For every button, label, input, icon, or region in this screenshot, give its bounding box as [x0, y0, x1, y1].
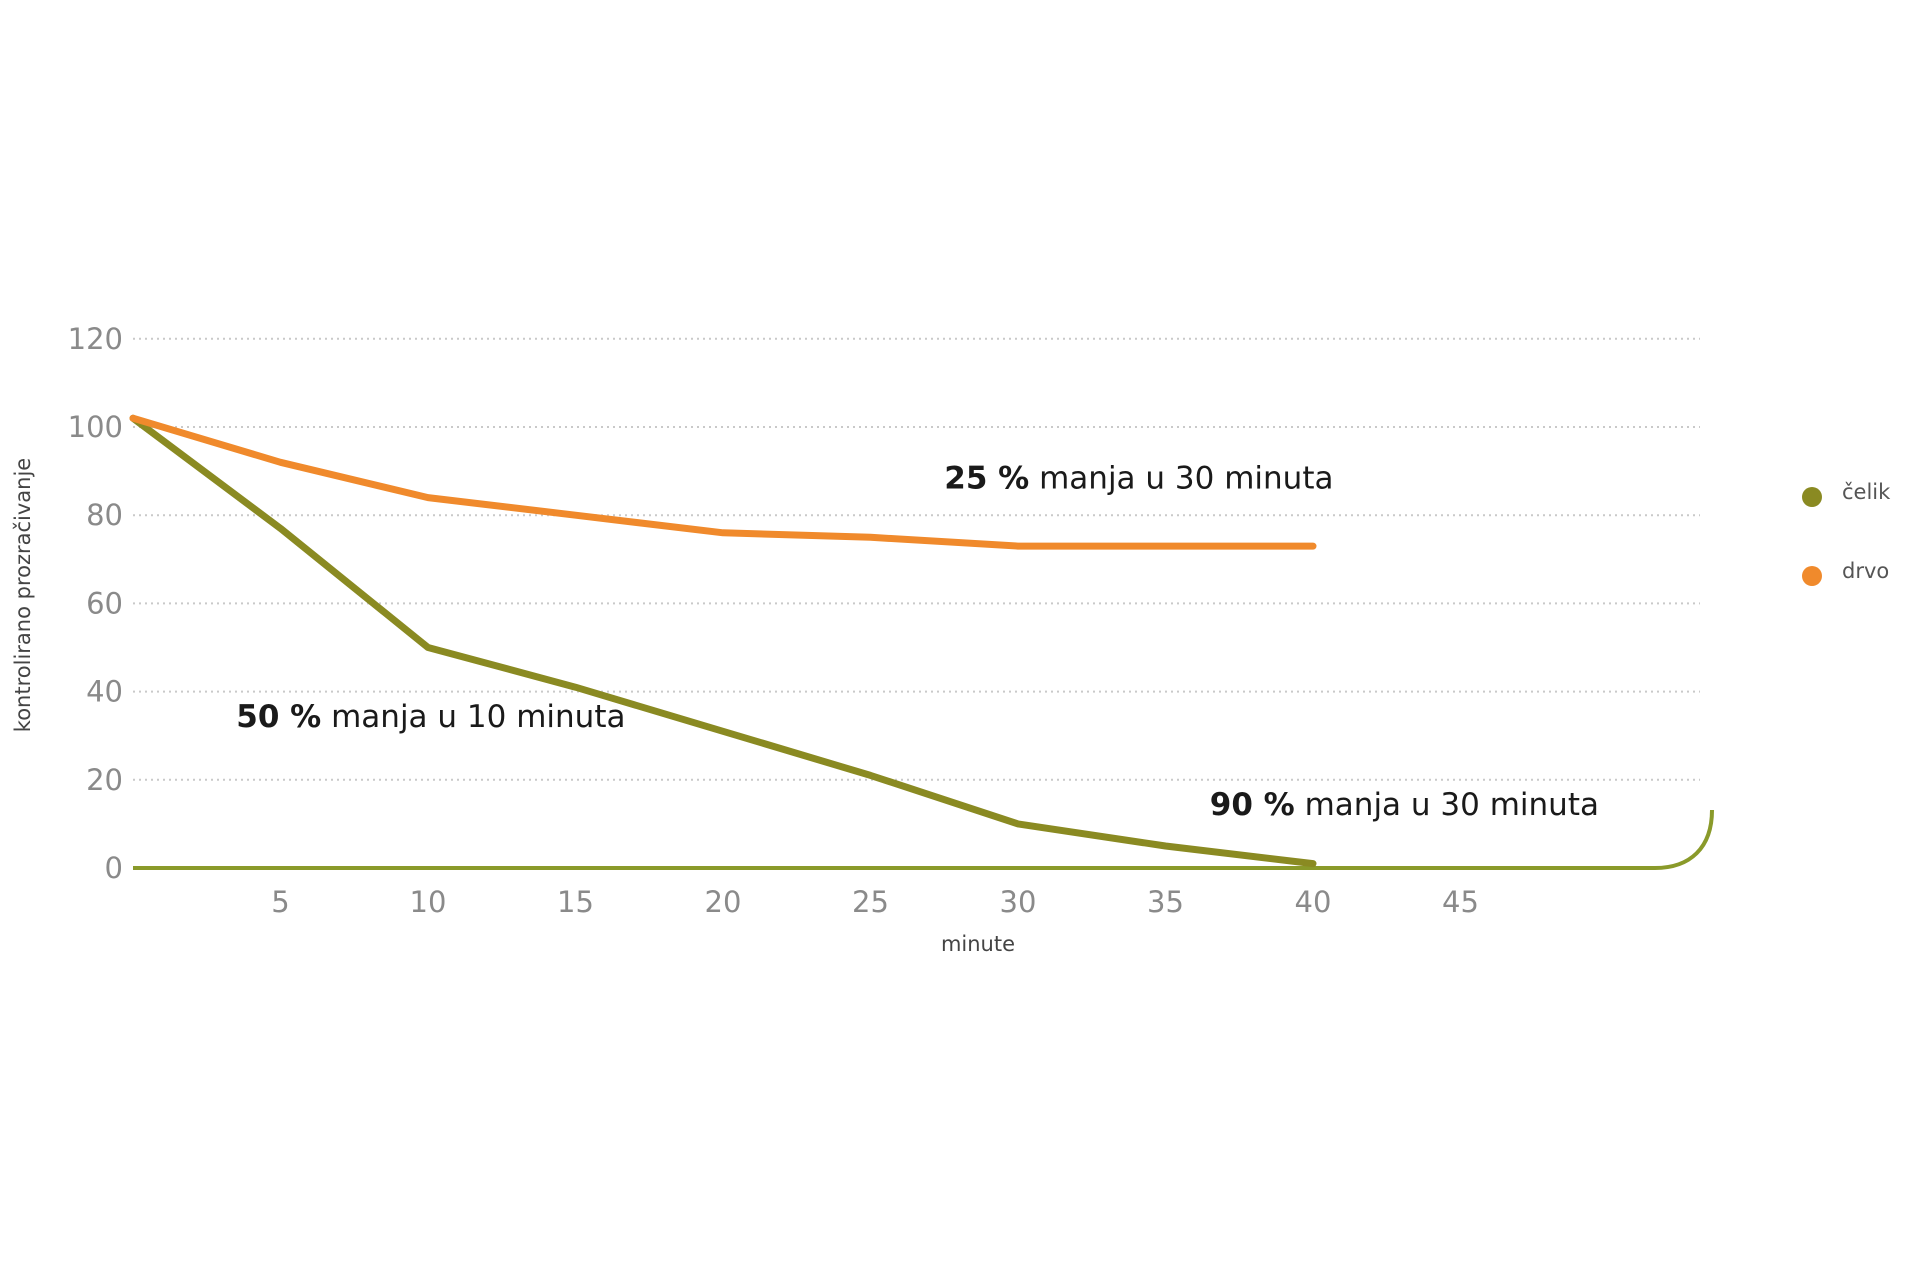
series-line-drvo	[129, 414, 1317, 550]
legend-label: drvo	[1842, 559, 1889, 583]
x-tick-label: 30	[1000, 885, 1037, 919]
x-tick-label: 10	[410, 885, 447, 919]
x-axis-ticks: 5 10 15 20 25 30 35 40 45	[271, 885, 1479, 919]
x-tick-label: 5	[271, 885, 289, 919]
annotation: 90 % manja u 30 minuta	[1210, 787, 1599, 823]
legend-label: čelik	[1842, 480, 1891, 504]
legend-marker	[1802, 566, 1822, 586]
x-tick-label: 45	[1442, 885, 1479, 919]
x-tick-label: 25	[852, 885, 889, 919]
y-tick-label: 20	[86, 763, 123, 797]
y-tick-label: 120	[68, 322, 123, 356]
x-tick-label: 20	[705, 885, 742, 919]
annotations: 25 % manja u 30 minuta 50 % manja u 10 mi…	[236, 461, 1599, 823]
y-tick-label: 40	[86, 675, 123, 709]
y-tick-label: 80	[86, 498, 123, 532]
y-axis-ticks: 0 20 40 60 80 100 120	[68, 322, 123, 885]
x-tick-label: 35	[1147, 885, 1184, 919]
x-axis-label: minute	[941, 932, 1015, 956]
series-line--elik	[129, 414, 1317, 868]
y-tick-label: 100	[68, 410, 123, 444]
annotation: 25 % manja u 30 minuta	[944, 461, 1333, 497]
legend: čelik drvo	[1802, 480, 1891, 586]
series-lines	[129, 414, 1317, 868]
legend-marker	[1802, 487, 1822, 507]
annotation: 50 % manja u 10 minuta	[236, 699, 625, 735]
x-tick-label: 40	[1295, 885, 1332, 919]
y-tick-label: 0	[105, 851, 123, 885]
x-tick-label: 15	[557, 885, 594, 919]
x-axis-baseline	[133, 809, 1714, 870]
y-axis-label: kontrolirano prozračivanje	[11, 458, 35, 732]
y-tick-label: 60	[86, 586, 123, 620]
